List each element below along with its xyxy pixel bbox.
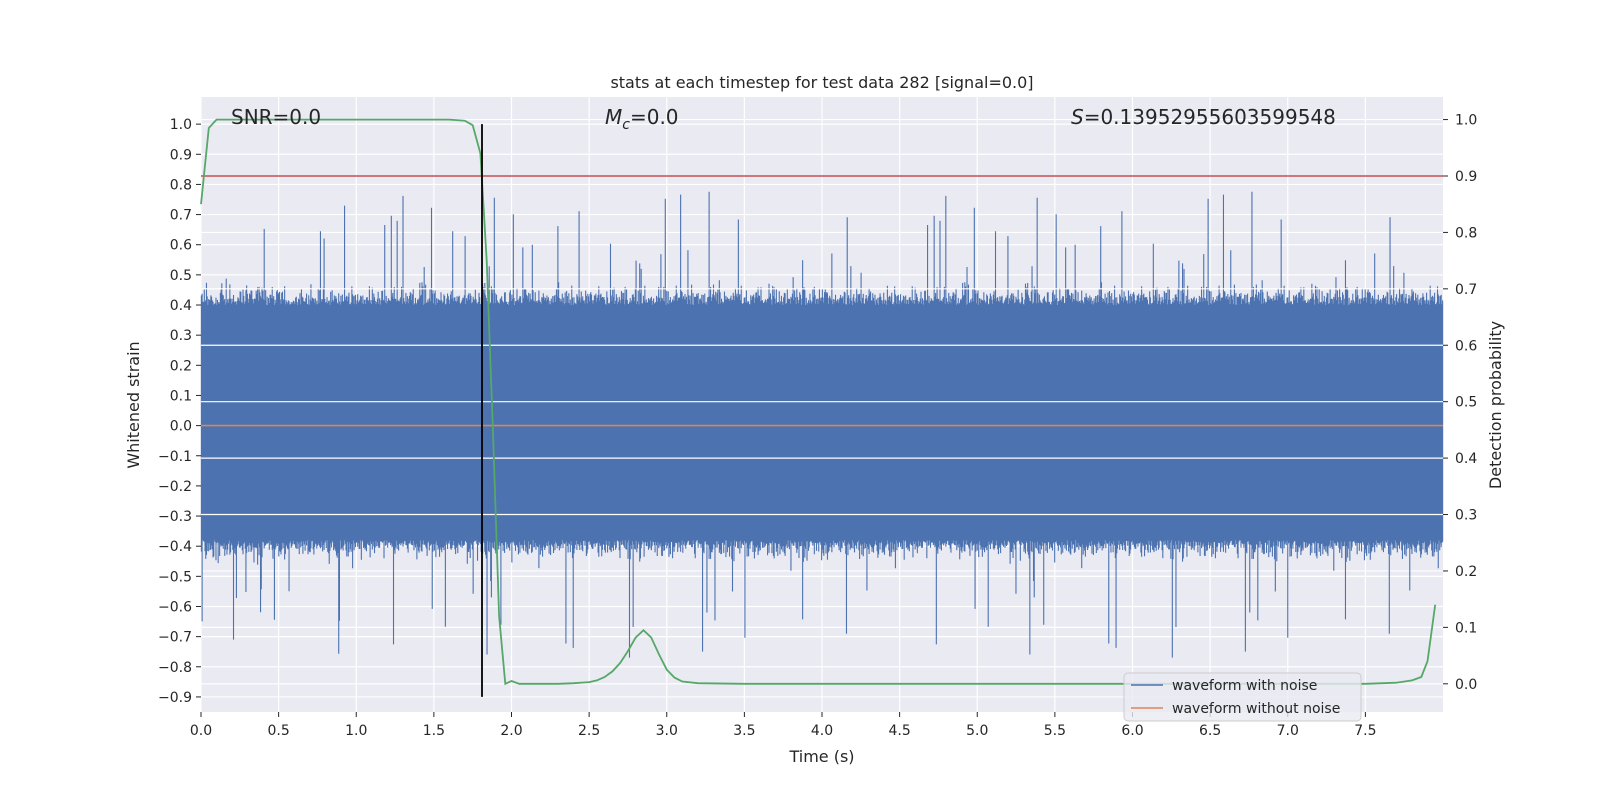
x-tick-label: 6.0 [1121, 723, 1143, 739]
x-tick-label: 3.5 [733, 723, 755, 739]
y-axis-label: Whitened strain [124, 341, 143, 468]
x-tick-label: 5.0 [966, 723, 988, 739]
y-tick-label: 0.6 [170, 238, 192, 254]
legend-label-clean: waveform without noise [1172, 701, 1340, 717]
x-tick-label: 1.0 [345, 723, 367, 739]
y-tick-label: 0.9 [170, 147, 192, 163]
y-tick-label: −0.5 [158, 569, 192, 585]
score-value: =0.13952955603599548 [1084, 105, 1336, 129]
y-tick-label: 1.0 [170, 117, 192, 133]
x-tick-label: 0.0 [190, 723, 212, 739]
legend-box [1123, 672, 1362, 722]
x-tick-label: 0.5 [267, 723, 289, 739]
x-tick-label: 2.0 [500, 723, 522, 739]
y-tick-label: −0.4 [158, 539, 192, 555]
y2-tick-label: 0.4 [1455, 451, 1477, 467]
y-tick-label: 0.3 [170, 328, 192, 344]
y-tick-label: −0.1 [158, 449, 192, 465]
chart-title: stats at each timestep for test data 282… [610, 73, 1033, 92]
y-tick-label: 0.2 [170, 358, 192, 374]
y-tick-label: −0.7 [158, 630, 192, 646]
x-tick-label: 7.5 [1354, 723, 1376, 739]
y2-tick-label: 0.5 [1455, 395, 1477, 411]
chirp-mass-symbol: M [605, 105, 622, 129]
y-tick-label: −0.9 [158, 690, 192, 706]
score-symbol: S [1071, 105, 1084, 129]
x-tick-label: 2.5 [578, 723, 600, 739]
detection-probability-line [200, 118, 1437, 686]
snr-annotation: SNR=0.0 [231, 105, 321, 129]
legend-label-noise: waveform with noise [1172, 678, 1317, 694]
y2-tick-label: 0.6 [1455, 338, 1477, 354]
y-tick-label: 0.5 [170, 268, 192, 284]
x-tick-label: 4.0 [811, 723, 833, 739]
axis-ticks: 0.0 0.5 1.0 1.5 2.0 2.5 3.0 3.5 4.0 4.5 5.0 5.5 6.0 6… [158, 113, 1477, 739]
y2-tick-label: 0.1 [1455, 620, 1477, 636]
y2-tick-label: 0.0 [1455, 677, 1477, 693]
y2-tick-label: 0.9 [1455, 169, 1477, 185]
score-annotation: S=0.13952955603599548 [1071, 105, 1336, 129]
x-tick-label: 1.5 [423, 723, 445, 739]
x-tick-label: 3.0 [656, 723, 678, 739]
x-tick-label: 6.5 [1199, 723, 1221, 739]
y-tick-label: 0.0 [170, 419, 192, 435]
legend: waveform with noise waveform without noi… [1123, 672, 1362, 722]
y2-tick-label: 0.3 [1455, 508, 1477, 524]
overlay-series [200, 118, 1443, 697]
chirp-mass-subscript: c [622, 117, 630, 133]
y-tick-label: −0.2 [158, 479, 192, 495]
chirp-mass-value: =0.0 [630, 105, 679, 129]
y2-tick-label: 0.7 [1455, 282, 1477, 298]
y2-tick-label: 1.0 [1455, 113, 1477, 129]
y2-tick-label: 0.2 [1455, 564, 1477, 580]
chirp-mass-annotation: Mc=0.0 [605, 105, 679, 133]
y-tick-label: 0.1 [170, 388, 192, 404]
x-axis-label: Time (s) [788, 747, 854, 766]
waveform-with-noise-series [200, 191, 1444, 658]
y2-axis-label: Detection probability [1486, 321, 1505, 489]
y-tick-label: 0.7 [170, 208, 192, 224]
y-tick-label: 0.4 [170, 298, 192, 314]
y-tick-label: −0.6 [158, 599, 192, 615]
x-tick-label: 5.5 [1044, 723, 1066, 739]
y2-tick-label: 0.8 [1455, 225, 1477, 241]
x-tick-label: 4.5 [888, 723, 910, 739]
y-tick-label: 0.8 [170, 177, 192, 193]
x-tick-label: 7.0 [1277, 723, 1299, 739]
y-tick-label: −0.8 [158, 660, 192, 676]
y-tick-label: −0.3 [158, 509, 192, 525]
